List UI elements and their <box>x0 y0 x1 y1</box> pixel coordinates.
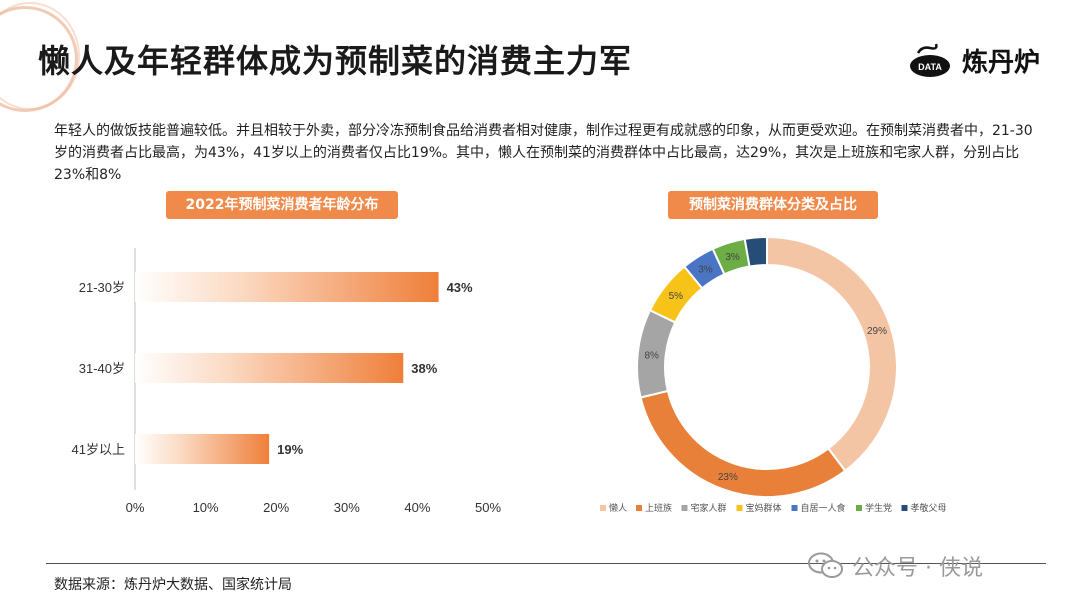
legend-label: 学生党 <box>865 502 892 513</box>
donut-slice <box>743 235 768 268</box>
data-source: 数据来源：炼丹炉大数据、国家统计局 <box>54 577 292 593</box>
age-chart-title: 2022年预制菜消费者年龄分布 <box>166 191 398 219</box>
legend-label: 宝妈群体 <box>746 502 782 513</box>
donut-slice <box>766 235 898 473</box>
brand: DATA 炼丹炉 <box>908 40 1040 80</box>
donut-slice-label: 23% <box>718 472 738 483</box>
legend-label: 孝敬父母 <box>911 502 947 513</box>
brand-logo-text: DATA <box>918 62 942 72</box>
donut-slice-label: 29% <box>867 326 887 337</box>
age-category-label: 41岁以上 <box>72 442 125 457</box>
legend-swatch <box>901 505 908 511</box>
age-bar-chart: 21-30岁 43% 31-40岁 38% 41岁以上 19% 0% 10% 20% 30% 40%… <box>72 248 501 515</box>
description-paragraph: 年轻人的做饭技能普遍较低。并且相较于外卖，部分冷冻预制食品给消费者相对健康，制作… <box>54 123 1033 183</box>
age-category-label: 21-30岁 <box>79 280 125 295</box>
legend-label: 懒人 <box>609 502 627 513</box>
group-donut-chart: 29% 23% 8% 5% 3% 3% 懒人 上班族 宅家人群 宝妈群体 自居一人食 学生党 孝敬父母 <box>600 235 947 513</box>
wechat-icon <box>808 552 843 578</box>
age-x-tick-label: 20% <box>263 500 289 515</box>
brand-logo-icon: DATA <box>909 43 950 77</box>
age-value-label: 38% <box>411 361 437 376</box>
legend-swatch <box>600 505 606 511</box>
legend-label: 上班族 <box>645 502 672 513</box>
legend-swatch <box>681 505 688 511</box>
legend-swatch <box>791 505 798 511</box>
legend-swatch <box>636 505 642 511</box>
age-x-tick-label: 40% <box>404 500 430 515</box>
donut-slice-label: 3% <box>698 265 713 276</box>
donut-slice-label: 3% <box>725 252 740 263</box>
age-x-tick-label: 0% <box>126 500 145 515</box>
group-chart-title: 预制菜消费群体分类及占比 <box>668 191 878 219</box>
page-title: 懒人及年轻群体成为预制菜的消费主力军 <box>38 42 633 80</box>
age-bar <box>135 353 404 383</box>
legend-label: 宅家人群 <box>691 502 727 513</box>
footer-divider <box>46 563 1046 564</box>
legend-swatch <box>856 505 862 511</box>
donut-slice <box>639 389 847 498</box>
age-x-tick-label: 50% <box>475 500 501 515</box>
age-bar <box>135 272 439 302</box>
age-value-label: 19% <box>277 442 303 457</box>
legend-swatch <box>736 505 743 511</box>
donut-slice-label: 5% <box>669 291 684 302</box>
age-bar <box>135 434 270 464</box>
age-category-label: 31-40岁 <box>79 361 125 376</box>
watermark-text: 公众号 · 侠说 <box>852 556 983 581</box>
watermark: 公众号 · 侠说 <box>808 550 983 582</box>
age-x-tick-label: 10% <box>193 500 219 515</box>
age-value-label: 43% <box>447 280 473 295</box>
donut-slice-label: 8% <box>644 351 659 362</box>
legend-label: 自居一人食 <box>801 502 846 513</box>
brand-name: 炼丹炉 <box>961 47 1040 78</box>
age-x-tick-label: 30% <box>334 500 360 515</box>
